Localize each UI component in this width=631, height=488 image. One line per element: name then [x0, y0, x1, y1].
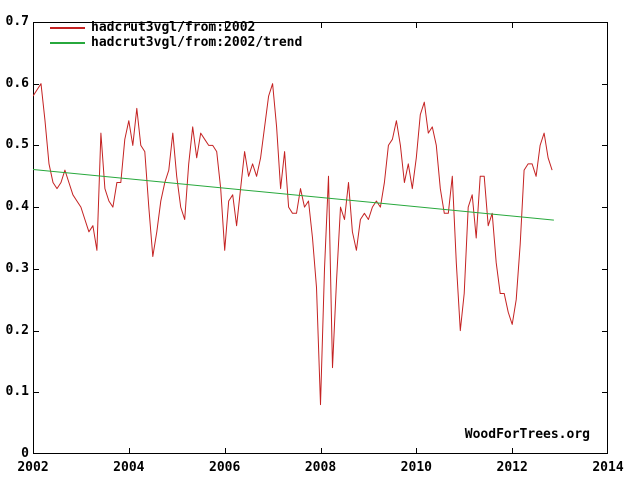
y-axis-tick-label: 0.4	[5, 199, 29, 215]
axis-ticks	[33, 22, 608, 454]
x-axis-tick-label: 2008	[304, 460, 337, 475]
legend-entry-trend: hadcrut3vgl/from:2002/trend	[50, 35, 302, 50]
trend-line-swatch	[50, 41, 85, 44]
legend-entry-series: hadcrut3vgl/from:2002	[50, 20, 302, 35]
series-line-swatch	[50, 26, 85, 29]
x-axis-tick-label: 2010	[400, 460, 432, 475]
y-axis-tick-label: 0.7	[5, 14, 29, 29]
legend: hadcrut3vgl/from:2002 hadcrut3vgl/from:2…	[50, 20, 302, 50]
y-axis-tick-label: 0.5	[5, 137, 29, 153]
x-axis-tick-label: 2014	[592, 460, 624, 475]
y-axis-tick-label: 0.3	[5, 260, 29, 276]
y-axis-tick-label: 0.1	[5, 384, 29, 400]
y-axis-tick-label: 0.2	[5, 322, 29, 338]
x-axis-tick-label: 2012	[496, 460, 528, 475]
legend-label-series: hadcrut3vgl/from:2002	[91, 20, 256, 35]
plot-border	[33, 22, 608, 454]
x-axis-tick-label: 2006	[209, 460, 241, 475]
x-axis-tick-label: 2004	[113, 460, 145, 475]
trend-line	[33, 169, 554, 221]
legend-label-trend: hadcrut3vgl/from:2002/trend	[91, 35, 303, 50]
plot-area	[33, 22, 608, 454]
x-axis-tick-label: 2002	[17, 460, 49, 475]
y-axis-tick-label: 0.6	[5, 75, 29, 91]
watermark: WoodForTrees.org	[464, 427, 590, 442]
hadcrut-series-line	[33, 83, 553, 406]
y-axis-tick-label: 0	[21, 446, 29, 461]
